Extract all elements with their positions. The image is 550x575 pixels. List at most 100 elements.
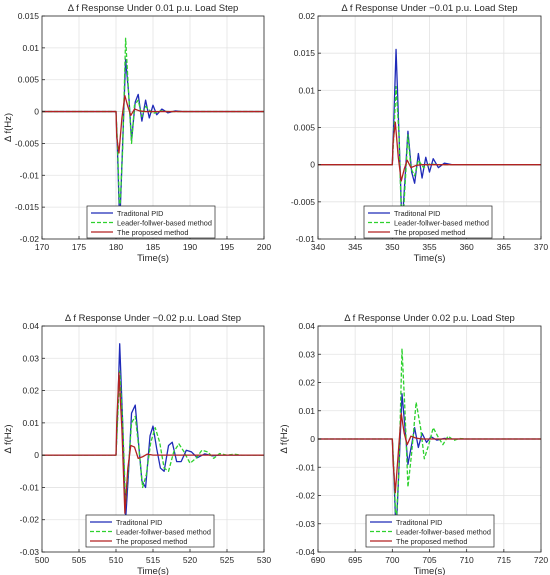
y-tick-label: 0 [310,434,315,444]
legend-entry: The proposed method [396,537,467,546]
series-group [42,343,264,521]
legend-box [363,205,493,239]
y-tick-label: -0.03 [20,547,40,557]
legend-box [365,514,495,548]
x-tick-label: 180 [109,242,123,252]
x-tick-label: 700 [385,555,399,565]
y-tick-label: 0.01 [22,43,39,53]
y-tick-label: 0 [34,107,39,117]
legend-entry: Traditonal PID [116,518,162,527]
x-axis-label: Time(s) [137,566,169,575]
x-tick-label: 340 [311,242,325,252]
y-tick-label: -0.01 [296,234,316,244]
y-tick-label: 0 [310,160,315,170]
x-tick-label: 720 [534,555,548,565]
y-tick-label: 0.005 [294,123,316,133]
x-tick-label: 715 [497,555,511,565]
x-tick-label: 690 [311,555,325,565]
x-tick-label: 190 [183,242,197,252]
series-line-3 [318,121,541,182]
legend-entry: Leader-follwer-based method [117,218,212,227]
x-axis-label: Time(s) [137,253,169,264]
legend-entry: Traditonal PID [396,518,442,527]
y-tick-label: 0.015 [18,11,40,21]
y-tick-label: 0.04 [298,321,315,331]
y-tick-label: 0.005 [18,75,40,85]
x-tick-label: 185 [146,242,160,252]
legend-entry: Leader-follwer-based method [116,527,211,536]
x-tick-label: 345 [348,242,362,252]
chart-title: Δ f Response Under 0.02 p.u. Load Step [344,313,515,324]
y-tick-label: -0.02 [20,515,40,525]
y-tick-label: -0.03 [296,519,316,529]
series-line-3 [318,412,541,494]
x-tick-label: 520 [183,555,197,565]
chart-title: Δ f Response Under 0.01 p.u. Load Step [68,3,239,14]
legend-box [85,514,215,548]
y-tick-label: -0.01 [20,170,40,180]
y-tick-label: 0.03 [22,353,39,363]
x-tick-label: 705 [422,555,436,565]
series-group [318,48,541,239]
x-tick-label: 710 [460,555,474,565]
y-tick-label: 0.015 [294,48,316,58]
x-tick-label: 500 [35,555,49,565]
y-tick-label: 0.01 [298,406,315,416]
x-tick-label: 200 [257,242,271,252]
y-tick-label: -0.01 [296,462,316,472]
series-line-2 [42,370,264,505]
x-tick-label: 510 [109,555,123,565]
x-axis-label: Time(s) [414,253,446,264]
y-tick-label: -0.015 [15,202,39,212]
legend-entry: The proposed method [394,228,465,237]
legend-entry: The proposed method [117,228,188,237]
y-tick-label: -0.005 [291,197,315,207]
y-axis-label: Δ f(Hz) [3,424,14,453]
y-tick-label: 0.01 [22,418,39,428]
x-tick-label: 175 [72,242,86,252]
y-tick-label: -0.01 [20,482,40,492]
legend-entry: Leader-follwer-based method [394,218,489,227]
y-tick-label: 0.01 [298,85,315,95]
legend-box [86,205,216,239]
x-tick-label: 530 [257,555,271,565]
x-tick-label: 505 [72,555,86,565]
y-axis-label: Δ f(Hz) [3,113,14,142]
y-tick-label: 0.02 [298,11,315,21]
y-tick-label: 0.04 [22,321,39,331]
x-tick-label: 695 [348,555,362,565]
legend-entry: The proposed method [116,537,187,546]
legend-entry: Leader-follwer-based method [396,527,491,536]
x-tick-label: 355 [422,242,436,252]
y-tick-label: -0.005 [15,138,39,148]
y-tick-label: 0.02 [22,386,39,396]
x-tick-label: 370 [534,242,548,252]
series-line-1 [318,48,541,229]
y-tick-label: 0 [34,450,39,460]
x-tick-label: 525 [220,555,234,565]
legend-entry: Traditonal PID [117,209,163,218]
series-line-3 [42,372,264,514]
chart-title: Δ f Response Under −0.01 p.u. Load Step [341,3,517,14]
x-tick-label: 515 [146,555,160,565]
y-axis-label: Δ f(Hz) [279,424,290,453]
x-tick-label: 360 [460,242,474,252]
subplot-3: 500 505 510 515 520 525 530 -0.03 -0.02 -0.01 0 0.0… [3,313,271,575]
series-line-3 [42,94,264,154]
x-tick-label: 170 [35,242,49,252]
x-tick-label: 350 [385,242,399,252]
y-tick-label: 0.02 [298,378,315,388]
x-tick-label: 195 [220,242,234,252]
x-axis-label: Time(s) [414,566,446,575]
y-tick-label: -0.02 [296,491,316,501]
subplot-4: 690 695 700 705 710 715 720 -0.04 -0.03 -0.02 -0.0… [279,313,548,575]
y-tick-label: 0.03 [298,349,315,359]
y-tick-label: -0.04 [296,547,316,557]
subplot-1: 170 175 180 185 190 195 200 -0.02 -0.015 -0.01 -0.… [3,3,271,264]
